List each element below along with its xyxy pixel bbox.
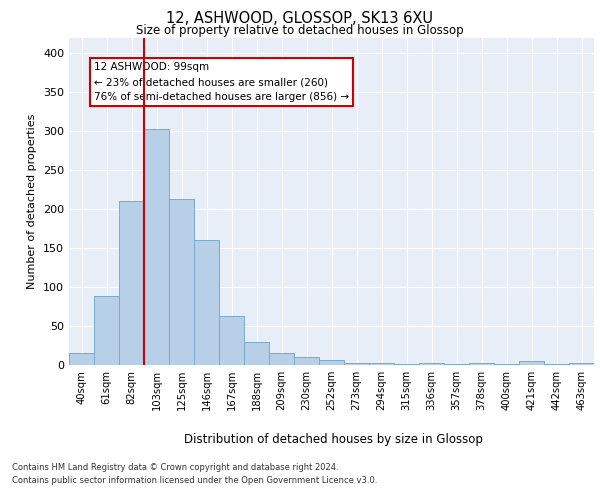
Text: Size of property relative to detached houses in Glossop: Size of property relative to detached ho… [136, 24, 464, 37]
Bar [244, 342, 269, 365]
Bar [494, 364, 519, 365]
Text: Contains public sector information licensed under the Open Government Licence v3: Contains public sector information licen… [12, 476, 377, 485]
Bar [544, 364, 569, 365]
Bar [294, 357, 319, 365]
Text: 12 ASHWOOD: 99sqm
← 23% of detached houses are smaller (260)
76% of semi-detache: 12 ASHWOOD: 99sqm ← 23% of detached hous… [94, 62, 349, 102]
Text: 12, ASHWOOD, GLOSSOP, SK13 6XU: 12, ASHWOOD, GLOSSOP, SK13 6XU [167, 11, 433, 26]
Bar [69, 354, 94, 365]
Bar [469, 362, 494, 365]
Bar [344, 362, 369, 365]
Bar [269, 352, 294, 365]
Bar [219, 316, 244, 365]
Bar [369, 364, 394, 365]
Bar [569, 362, 594, 365]
Bar [319, 360, 344, 365]
Bar [144, 128, 169, 365]
Bar [119, 201, 144, 365]
Bar [419, 362, 444, 365]
Bar [169, 199, 194, 365]
Text: Distribution of detached houses by size in Glossop: Distribution of detached houses by size … [184, 432, 482, 446]
Bar [519, 361, 544, 365]
Text: Contains HM Land Registry data © Crown copyright and database right 2024.: Contains HM Land Registry data © Crown c… [12, 462, 338, 471]
Y-axis label: Number of detached properties: Number of detached properties [28, 114, 37, 289]
Bar [94, 296, 119, 365]
Bar [194, 240, 219, 365]
Bar [394, 364, 419, 365]
Bar [444, 364, 469, 365]
